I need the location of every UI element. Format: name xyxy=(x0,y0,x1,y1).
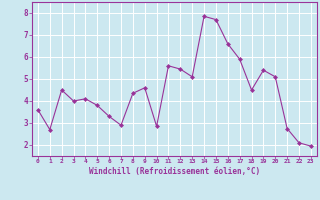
X-axis label: Windchill (Refroidissement éolien,°C): Windchill (Refroidissement éolien,°C) xyxy=(89,167,260,176)
